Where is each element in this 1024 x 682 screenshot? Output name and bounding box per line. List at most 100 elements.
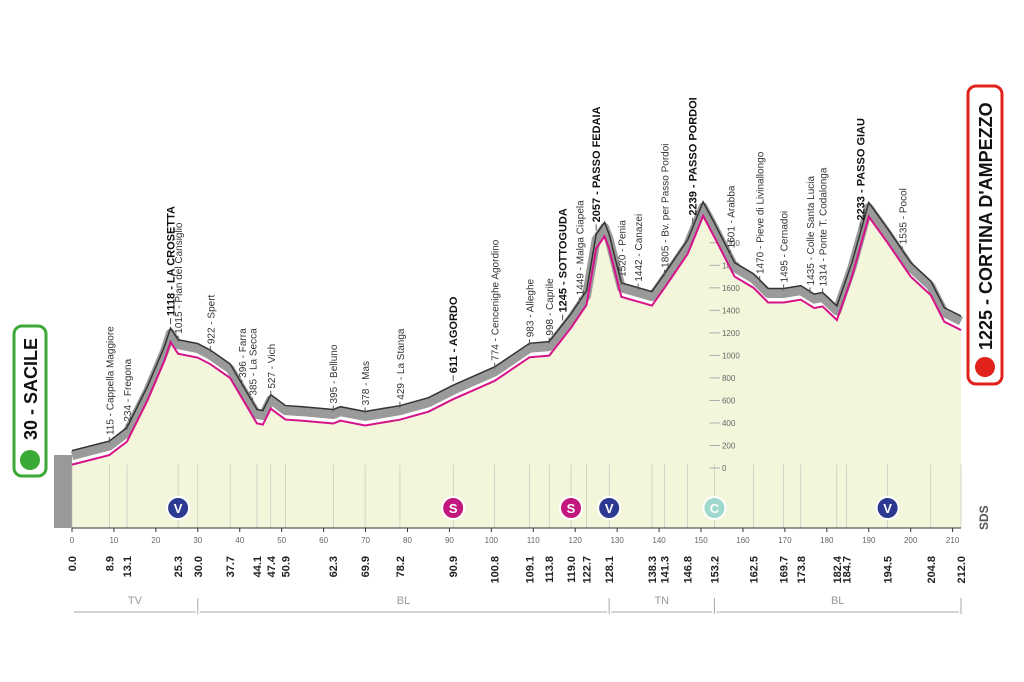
- waypoint-label: 1805 - Bv. per Passo Pordoi: [661, 143, 672, 267]
- waypoint-label: 115 - Cappella Maggiore: [105, 326, 116, 435]
- km-label: 122.7: [582, 556, 594, 584]
- x-tick-label: 20: [151, 536, 160, 545]
- km-label: 13.1: [122, 556, 134, 577]
- sprint-marker: [559, 496, 584, 520]
- x-tick-label: 130: [610, 536, 624, 545]
- x-tick-label: 200: [904, 536, 918, 545]
- waypoint-label: 1245 - SOTTOGUDA: [558, 208, 570, 312]
- sprint-marker: [875, 496, 900, 520]
- km-label: 184.7: [842, 556, 854, 584]
- sprint-letter: V: [174, 501, 183, 516]
- waypoint-label: 922 - Spert: [206, 294, 217, 344]
- waypoint-label: 378 - Mas: [361, 361, 372, 405]
- waypoint-label: 385 - La Secca: [248, 328, 259, 396]
- waypoint-label: 2057 - PASSO FEDAIA: [591, 106, 603, 222]
- waypoint-label: 1520 - Penia: [617, 220, 628, 277]
- y-tick-label: 1600: [722, 284, 740, 293]
- climb-band: [70, 202, 964, 460]
- km-label: 37.7: [225, 556, 237, 577]
- sprint-letter: V: [883, 501, 892, 516]
- km-label: 169.7: [779, 556, 791, 584]
- km-label: 141.3: [660, 556, 672, 584]
- x-tick-label: 90: [445, 536, 454, 545]
- start-icon: [20, 450, 40, 470]
- waypoint-label: 1442 - Canazei: [634, 214, 645, 282]
- x-tick-label: 50: [277, 536, 286, 545]
- profile-area: [72, 215, 961, 528]
- waypoint-label: 1535 - Pocol: [898, 188, 909, 244]
- region-label: BL: [831, 595, 844, 607]
- waypoint-label: 1435 - Colle Santa Lucia: [806, 176, 817, 286]
- km-label: 162.5: [748, 556, 760, 584]
- km-label: 119.0: [566, 556, 578, 583]
- waypoint-label: 1470 - Pieve di Livinallongo: [756, 151, 767, 274]
- km-label: 90.9: [448, 556, 460, 577]
- profile-line: [71, 213, 962, 466]
- y-tick-label: 400: [722, 419, 736, 428]
- waypoint-label: 2233 - PASSO GIAU: [855, 118, 867, 221]
- y-tick-label: 1000: [722, 351, 740, 360]
- sprint-marker: [597, 496, 622, 520]
- finish-label: 1225 - CORTINA D'AMPEZZO: [976, 102, 996, 350]
- waypoint-label: 396 - Farra: [238, 328, 249, 378]
- y-tick-label: 600: [722, 396, 736, 405]
- waypoint-label: 234 - Fregona: [123, 358, 134, 421]
- km-label: 173.8: [796, 556, 808, 584]
- start-box: [12, 324, 48, 478]
- x-tick-label: 170: [778, 536, 792, 545]
- km-label: 50.9: [280, 556, 292, 577]
- sprint-marker: [441, 496, 466, 520]
- finish-icon: [975, 357, 995, 377]
- km-label: 194.5: [883, 556, 895, 584]
- waypoint-label: 1495 - Cernadoi: [780, 211, 791, 283]
- profile-line: [71, 200, 962, 452]
- region-label: BL: [397, 595, 410, 607]
- km-label: 204.8: [926, 556, 938, 584]
- sprint-letter: V: [605, 501, 614, 516]
- sprint-marker: [702, 496, 727, 520]
- km-label: 109.1: [524, 556, 536, 584]
- x-tick-label: 80: [403, 536, 412, 545]
- x-tick-label: 120: [569, 536, 583, 545]
- y-tick-label: 0: [722, 464, 727, 473]
- x-tick-label: 70: [361, 536, 370, 545]
- x-tick-label: 150: [694, 536, 708, 545]
- region-label: TV: [128, 595, 143, 607]
- km-label: 30.0: [193, 556, 205, 577]
- y-tick-label: 1200: [722, 329, 740, 338]
- x-tick-label: 210: [946, 536, 960, 545]
- y-tick-label: 2000: [722, 239, 740, 248]
- km-label: 47.4: [266, 555, 278, 577]
- x-tick-label: 30: [193, 536, 202, 545]
- waypoint-label: 611 - AGORDO: [448, 296, 460, 373]
- x-tick-label: 40: [235, 536, 244, 545]
- waypoint-label: 774 - Cencenighe Agordino: [491, 239, 502, 361]
- km-label: 182.4: [832, 555, 844, 583]
- profile-base: [54, 455, 72, 528]
- km-label: 138.3: [647, 556, 659, 584]
- start-label: 30 - SACILE: [21, 338, 41, 440]
- x-tick-label: 60: [319, 536, 328, 545]
- x-tick-label: 100: [485, 536, 499, 545]
- sprint-letter: S: [567, 501, 576, 516]
- km-label: 44.1: [252, 556, 264, 577]
- waypoint-label: 395 - Belluno: [329, 344, 340, 403]
- sprint-marker: [166, 496, 191, 520]
- km-label: 146.8: [683, 556, 695, 584]
- sprint-letter: S: [449, 501, 458, 516]
- credit: SDS: [977, 505, 991, 530]
- km-label: 0.0: [67, 556, 79, 571]
- sprint-letter: C: [710, 501, 720, 516]
- km-label: 25.3: [173, 556, 185, 577]
- y-tick-label: 800: [722, 374, 736, 383]
- x-tick-label: 10: [109, 536, 118, 545]
- km-label: 100.8: [490, 556, 502, 584]
- waypoint-label: 983 - Alleghe: [525, 278, 536, 337]
- km-label: 113.8: [544, 556, 556, 583]
- waypoint-label: 998 - Caprile: [545, 278, 556, 336]
- x-tick-label: 190: [862, 536, 876, 545]
- km-label: 153.2: [709, 556, 721, 584]
- x-tick-label: 140: [652, 536, 666, 545]
- km-label: 212.0: [956, 556, 968, 584]
- waypoint-label: 1314 - Ponte T. Codalonga: [819, 167, 830, 286]
